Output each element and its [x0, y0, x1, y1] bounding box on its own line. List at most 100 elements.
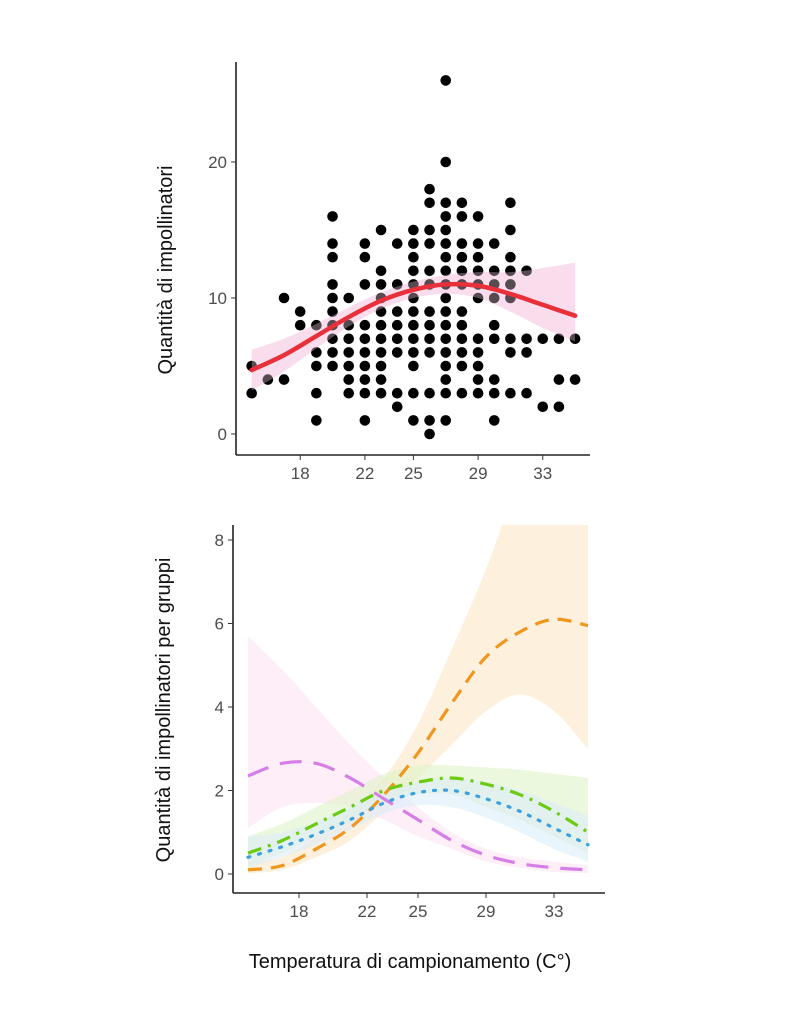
- data-point: [472, 360, 484, 372]
- data-point: [408, 347, 419, 358]
- data-point: [472, 374, 484, 385]
- data-point: [440, 224, 452, 236]
- data-point: [327, 238, 338, 249]
- data-point: [440, 319, 452, 331]
- data-point: [424, 333, 435, 345]
- data-point: [359, 374, 371, 385]
- data-point: [472, 387, 484, 399]
- data-point: [456, 387, 468, 399]
- data-point: [343, 387, 355, 399]
- data-point: [246, 387, 257, 399]
- data-point: [408, 238, 419, 249]
- data-point: [391, 401, 403, 413]
- x-axis-label: Temperatura di campionamento (C°): [249, 951, 572, 973]
- data-point: [569, 333, 581, 345]
- data-point: [311, 360, 322, 372]
- data-point: [311, 387, 322, 399]
- data-point: [440, 265, 452, 277]
- data-point: [375, 387, 387, 399]
- data-point: [505, 197, 516, 209]
- data-point: [408, 265, 419, 277]
- data-point: [359, 415, 371, 426]
- bottom-y-tick-label: 6: [215, 615, 224, 634]
- data-point: [408, 292, 419, 304]
- data-point: [408, 224, 419, 236]
- data-point: [375, 319, 387, 331]
- bottom-y-axis-label: Quantità di impollinatori per gruppi: [153, 558, 175, 863]
- data-point: [537, 401, 549, 413]
- data-point: [472, 347, 484, 358]
- data-point: [488, 387, 500, 399]
- data-point: [440, 75, 452, 86]
- data-point: [359, 319, 371, 331]
- data-point: [294, 319, 306, 331]
- data-point: [424, 387, 435, 399]
- pink-confidence-band: [248, 636, 588, 874]
- data-point: [408, 360, 419, 372]
- bottom-y-tick-label: 2: [215, 782, 224, 801]
- data-point: [521, 265, 532, 277]
- data-point: [505, 251, 516, 263]
- data-point: [440, 360, 452, 372]
- data-point: [343, 360, 355, 372]
- data-point: [294, 306, 306, 317]
- data-point: [424, 415, 435, 426]
- data-point: [424, 428, 435, 440]
- data-point: [521, 333, 532, 345]
- top-x-tick-label: 25: [404, 464, 423, 483]
- data-point: [424, 183, 435, 195]
- bottom-line-plot: 18 22 25 29 33 0 2 4 6 8: [215, 525, 605, 921]
- data-point: [343, 347, 355, 358]
- data-point: [359, 347, 371, 358]
- top-scatter-plot: 18 22 25 29 33 0 10 20: [208, 62, 590, 483]
- data-point: [456, 347, 468, 358]
- data-point: [505, 279, 516, 290]
- data-point: [375, 224, 387, 236]
- data-point: [456, 265, 468, 277]
- data-point: [359, 238, 371, 249]
- data-point: [440, 347, 452, 358]
- data-point: [408, 387, 419, 399]
- data-point: [472, 292, 484, 304]
- data-point: [472, 251, 484, 263]
- data-point: [456, 360, 468, 372]
- data-point: [408, 415, 419, 426]
- data-point: [391, 347, 403, 358]
- fit-line: [249, 281, 578, 373]
- data-point: [488, 415, 500, 426]
- data-point: [408, 319, 419, 331]
- top-x-tick-label: 18: [291, 464, 310, 483]
- data-point: [278, 374, 290, 385]
- data-point: [553, 374, 565, 385]
- data-point: [391, 306, 403, 317]
- data-point: [488, 374, 500, 385]
- data-point: [327, 292, 338, 304]
- bottom-x-tick-label: 18: [290, 902, 309, 921]
- data-point: [408, 333, 419, 345]
- bottom-y-tick-label: 0: [215, 865, 224, 884]
- data-point: [440, 415, 452, 426]
- data-point: [424, 306, 435, 317]
- top-y-axis-label: Quantità di impollinatori: [155, 166, 177, 375]
- data-point: [327, 211, 338, 222]
- data-point: [424, 347, 435, 358]
- top-x-tick-label: 29: [469, 464, 488, 483]
- data-point: [456, 333, 468, 345]
- data-point: [505, 224, 516, 236]
- data-point: [375, 360, 387, 372]
- data-point: [327, 279, 338, 290]
- data-point: [440, 238, 452, 249]
- data-point: [327, 360, 338, 372]
- top-x-tick-label: 33: [533, 464, 552, 483]
- data-point: [440, 211, 452, 222]
- data-point: [456, 319, 468, 331]
- data-point: [359, 360, 371, 372]
- data-point: [327, 333, 338, 345]
- data-point: [440, 387, 452, 399]
- data-point: [343, 374, 355, 385]
- data-point: [569, 374, 581, 385]
- data-point: [278, 292, 290, 304]
- data-point: [375, 333, 387, 345]
- confidence-band-overlay: [251, 262, 576, 391]
- data-point: [391, 319, 403, 331]
